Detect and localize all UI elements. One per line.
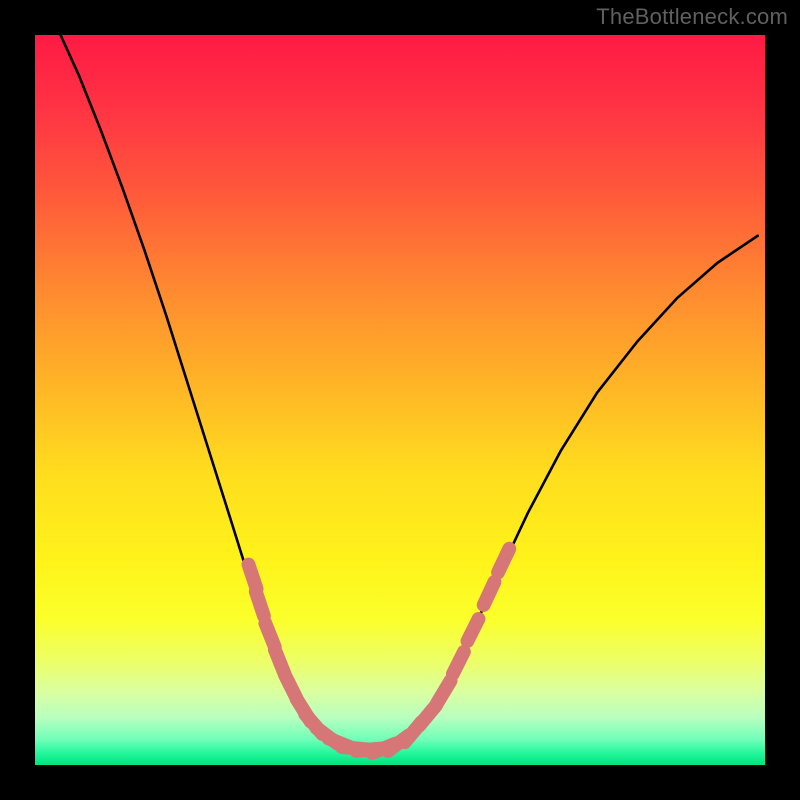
plot-frame: [35, 35, 765, 765]
watermark-text: TheBottleneck.com: [596, 4, 788, 30]
chart-gradient-background: [35, 35, 765, 765]
